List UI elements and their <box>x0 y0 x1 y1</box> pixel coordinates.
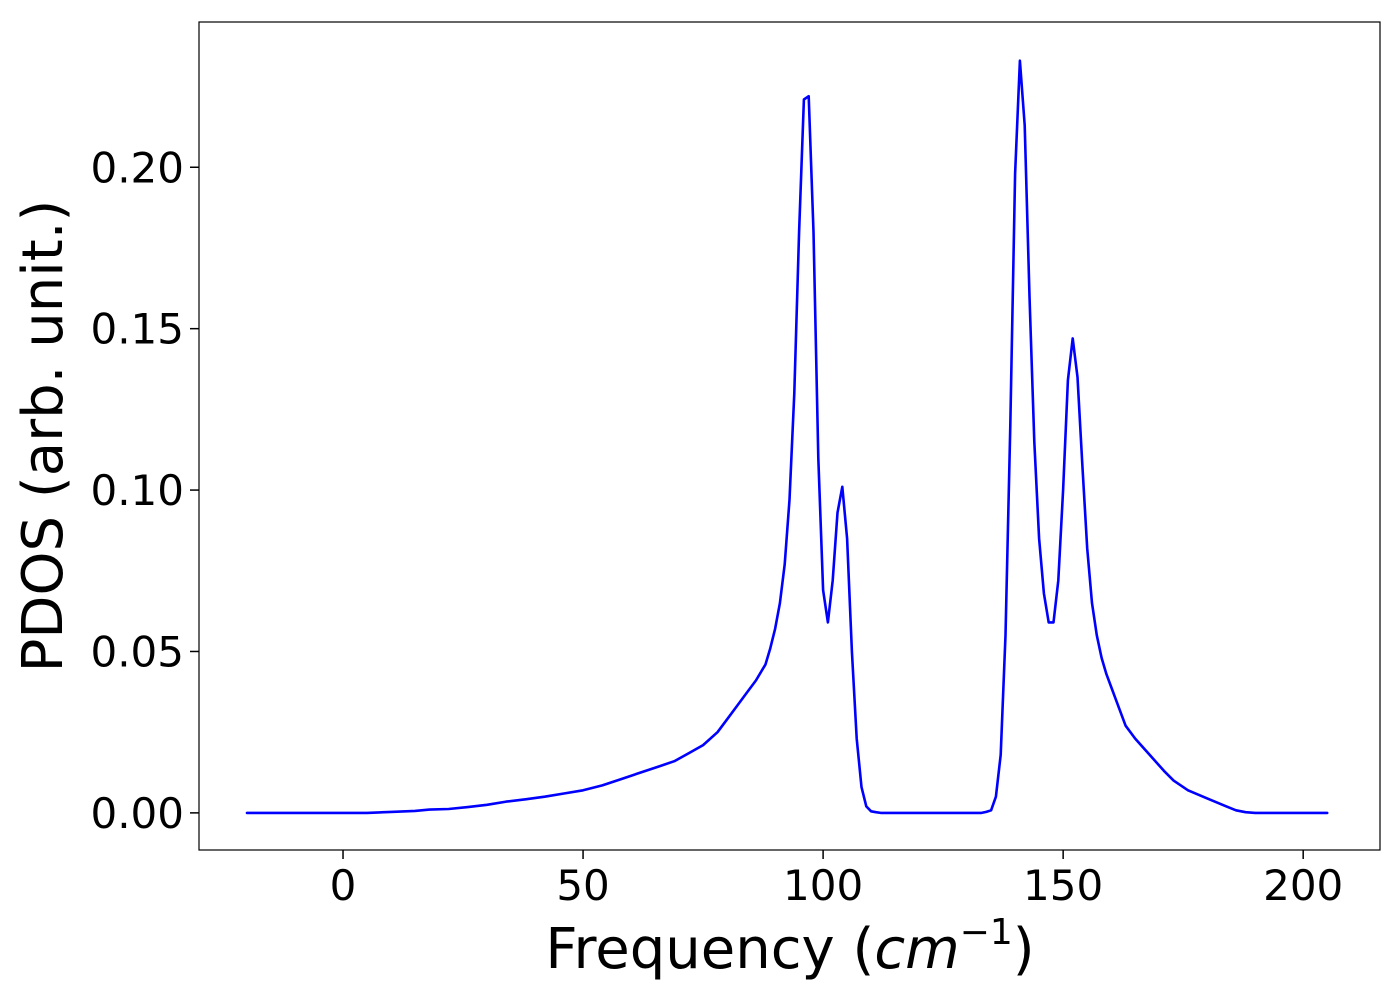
x-axis-label: Frequency (cm−1) <box>545 912 1034 982</box>
y-tick-label: 0.10 <box>90 466 184 515</box>
x-axis-label-text: Frequency ( <box>545 917 874 982</box>
y-tick-label: 0.15 <box>90 305 184 354</box>
x-tick-label: 50 <box>556 861 609 910</box>
y-axis-ticks: 0.00 0.05 0.10 0.15 0.20 <box>90 143 199 838</box>
y-axis-label: PDOS (arb. unit.) <box>11 200 76 673</box>
x-tick-label: 0 <box>330 861 357 910</box>
pdos-series-line <box>245 59 1329 815</box>
x-tick-label: 100 <box>783 861 863 910</box>
series-layer <box>245 59 1329 815</box>
x-tick-label: 200 <box>1263 861 1343 910</box>
y-tick-label: 0.20 <box>90 143 184 192</box>
x-axis-label-exponent: −1 <box>960 912 1013 953</box>
x-axis-label-unit: cm <box>874 917 959 982</box>
y-tick-label: 0.05 <box>90 627 184 676</box>
x-axis-label-close: ) <box>1013 917 1035 982</box>
x-tick-label: 150 <box>1023 861 1103 910</box>
y-tick-label: 0.00 <box>90 789 184 838</box>
x-axis-ticks: 0 50 100 150 200 <box>330 850 1343 910</box>
plot-frame <box>198 21 1381 851</box>
